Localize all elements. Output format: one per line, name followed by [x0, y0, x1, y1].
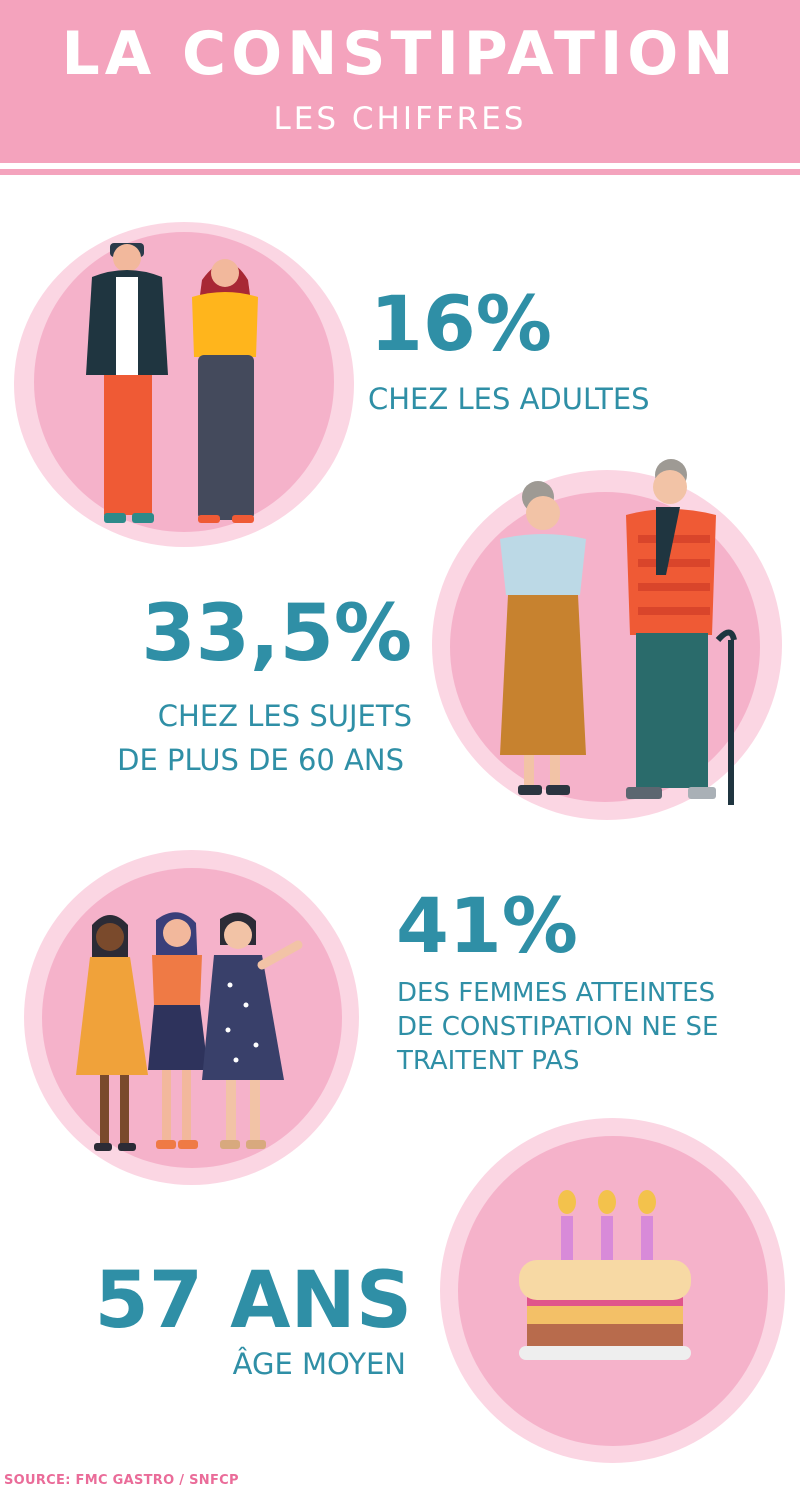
stat-women-label-line3: TRAITENT PAS — [397, 1046, 580, 1076]
stat-seniors-value: 33,5% — [141, 589, 412, 679]
birthday-cake-illustration — [519, 1190, 691, 1360]
seniors-couple-illustration — [500, 459, 737, 805]
stat-women-value: 41% — [396, 881, 578, 970]
stat-age-value: 57 ANS — [94, 1256, 412, 1346]
stat-age-label: ÂGE MOYEN — [232, 1347, 406, 1381]
three-women-illustration — [76, 912, 303, 1151]
header-banner — [0, 0, 800, 163]
adults-circle-inner — [34, 232, 334, 532]
page-subtitle: LES CHIFFRES — [273, 101, 527, 137]
stat-adults-value: 16% — [370, 279, 552, 368]
page-title: LA CONSTIPATION — [61, 19, 739, 89]
stat-women-label-line2: DE CONSTIPATION NE SE — [397, 1012, 719, 1042]
header-divider — [0, 169, 800, 175]
adults-couple-illustration — [86, 243, 258, 523]
source-credit: SOURCE: FMC GASTRO / SNFCP — [4, 1473, 239, 1488]
stat-women-label-line1: DES FEMMES ATTEINTES — [397, 978, 716, 1008]
stat-seniors-label-line1: CHEZ LES SUJETS — [157, 699, 412, 733]
stat-adults-label: CHEZ LES ADULTES — [368, 382, 650, 416]
stat-seniors-label-line2: DE PLUS DE 60 ANS — [117, 743, 404, 777]
